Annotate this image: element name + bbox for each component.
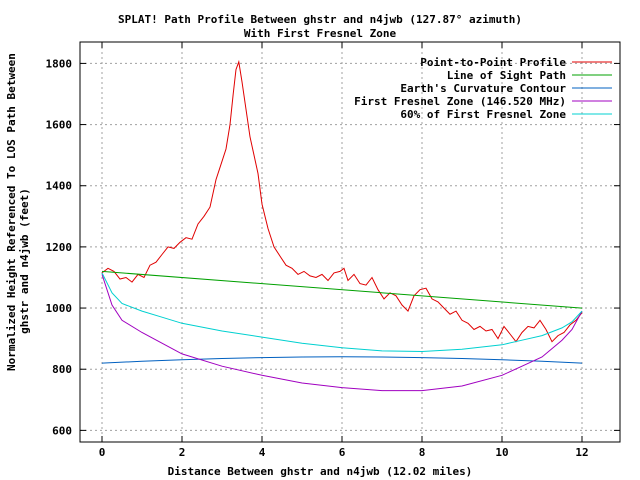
y-tick-label: 1200 (46, 241, 73, 254)
x-tick-label: 10 (495, 446, 508, 459)
series-line-2 (101, 356, 583, 364)
x-tick-label: 6 (339, 446, 346, 459)
x-tick-label: 0 (99, 446, 106, 459)
x-tick-label: 2 (179, 446, 186, 459)
x-tick-label: 4 (259, 446, 266, 459)
y-tick-label: 800 (52, 363, 72, 376)
series-line-1 (101, 270, 583, 309)
y-axis-label: Normalized Height Referenced To LOS Path… (5, 53, 35, 371)
chart-subtitle: With First Fresnel Zone (243, 27, 397, 40)
x-tick-label: 12 (575, 446, 588, 459)
legend-label-4: 60% of First Fresnel Zone (400, 108, 566, 121)
plot-frame (79, 41, 621, 443)
x-tick-label: 8 (419, 446, 426, 459)
chart-title: SPLAT! Path Profile Between ghstr and n4… (118, 13, 522, 26)
legend-label-3: First Fresnel Zone (146.520 MHz) (354, 95, 566, 108)
series-line-4 (101, 272, 583, 353)
y-axis-label-line-1: Normalized Height Referenced To LOS Path… (5, 53, 18, 371)
y-tick-label: 1600 (46, 119, 73, 132)
legend-label-0: Point-to-Point Profile (420, 56, 566, 69)
y-axis-label-line-2: ghstr and n4jwb (feet) (18, 188, 31, 334)
x-axis-label: Distance Between ghstr and n4jwb (12.02 … (167, 465, 473, 478)
y-tick-label: 1400 (46, 180, 73, 193)
y-tick-label: 1000 (46, 302, 73, 315)
y-tick-label: 1800 (46, 57, 73, 70)
series-line-0 (101, 59, 583, 343)
y-tick-label: 600 (52, 424, 72, 437)
legend-label-1: Line of Sight Path (447, 69, 566, 82)
legend-label-2: Earth's Curvature Contour (400, 82, 566, 95)
series-line-3 (101, 274, 583, 392)
